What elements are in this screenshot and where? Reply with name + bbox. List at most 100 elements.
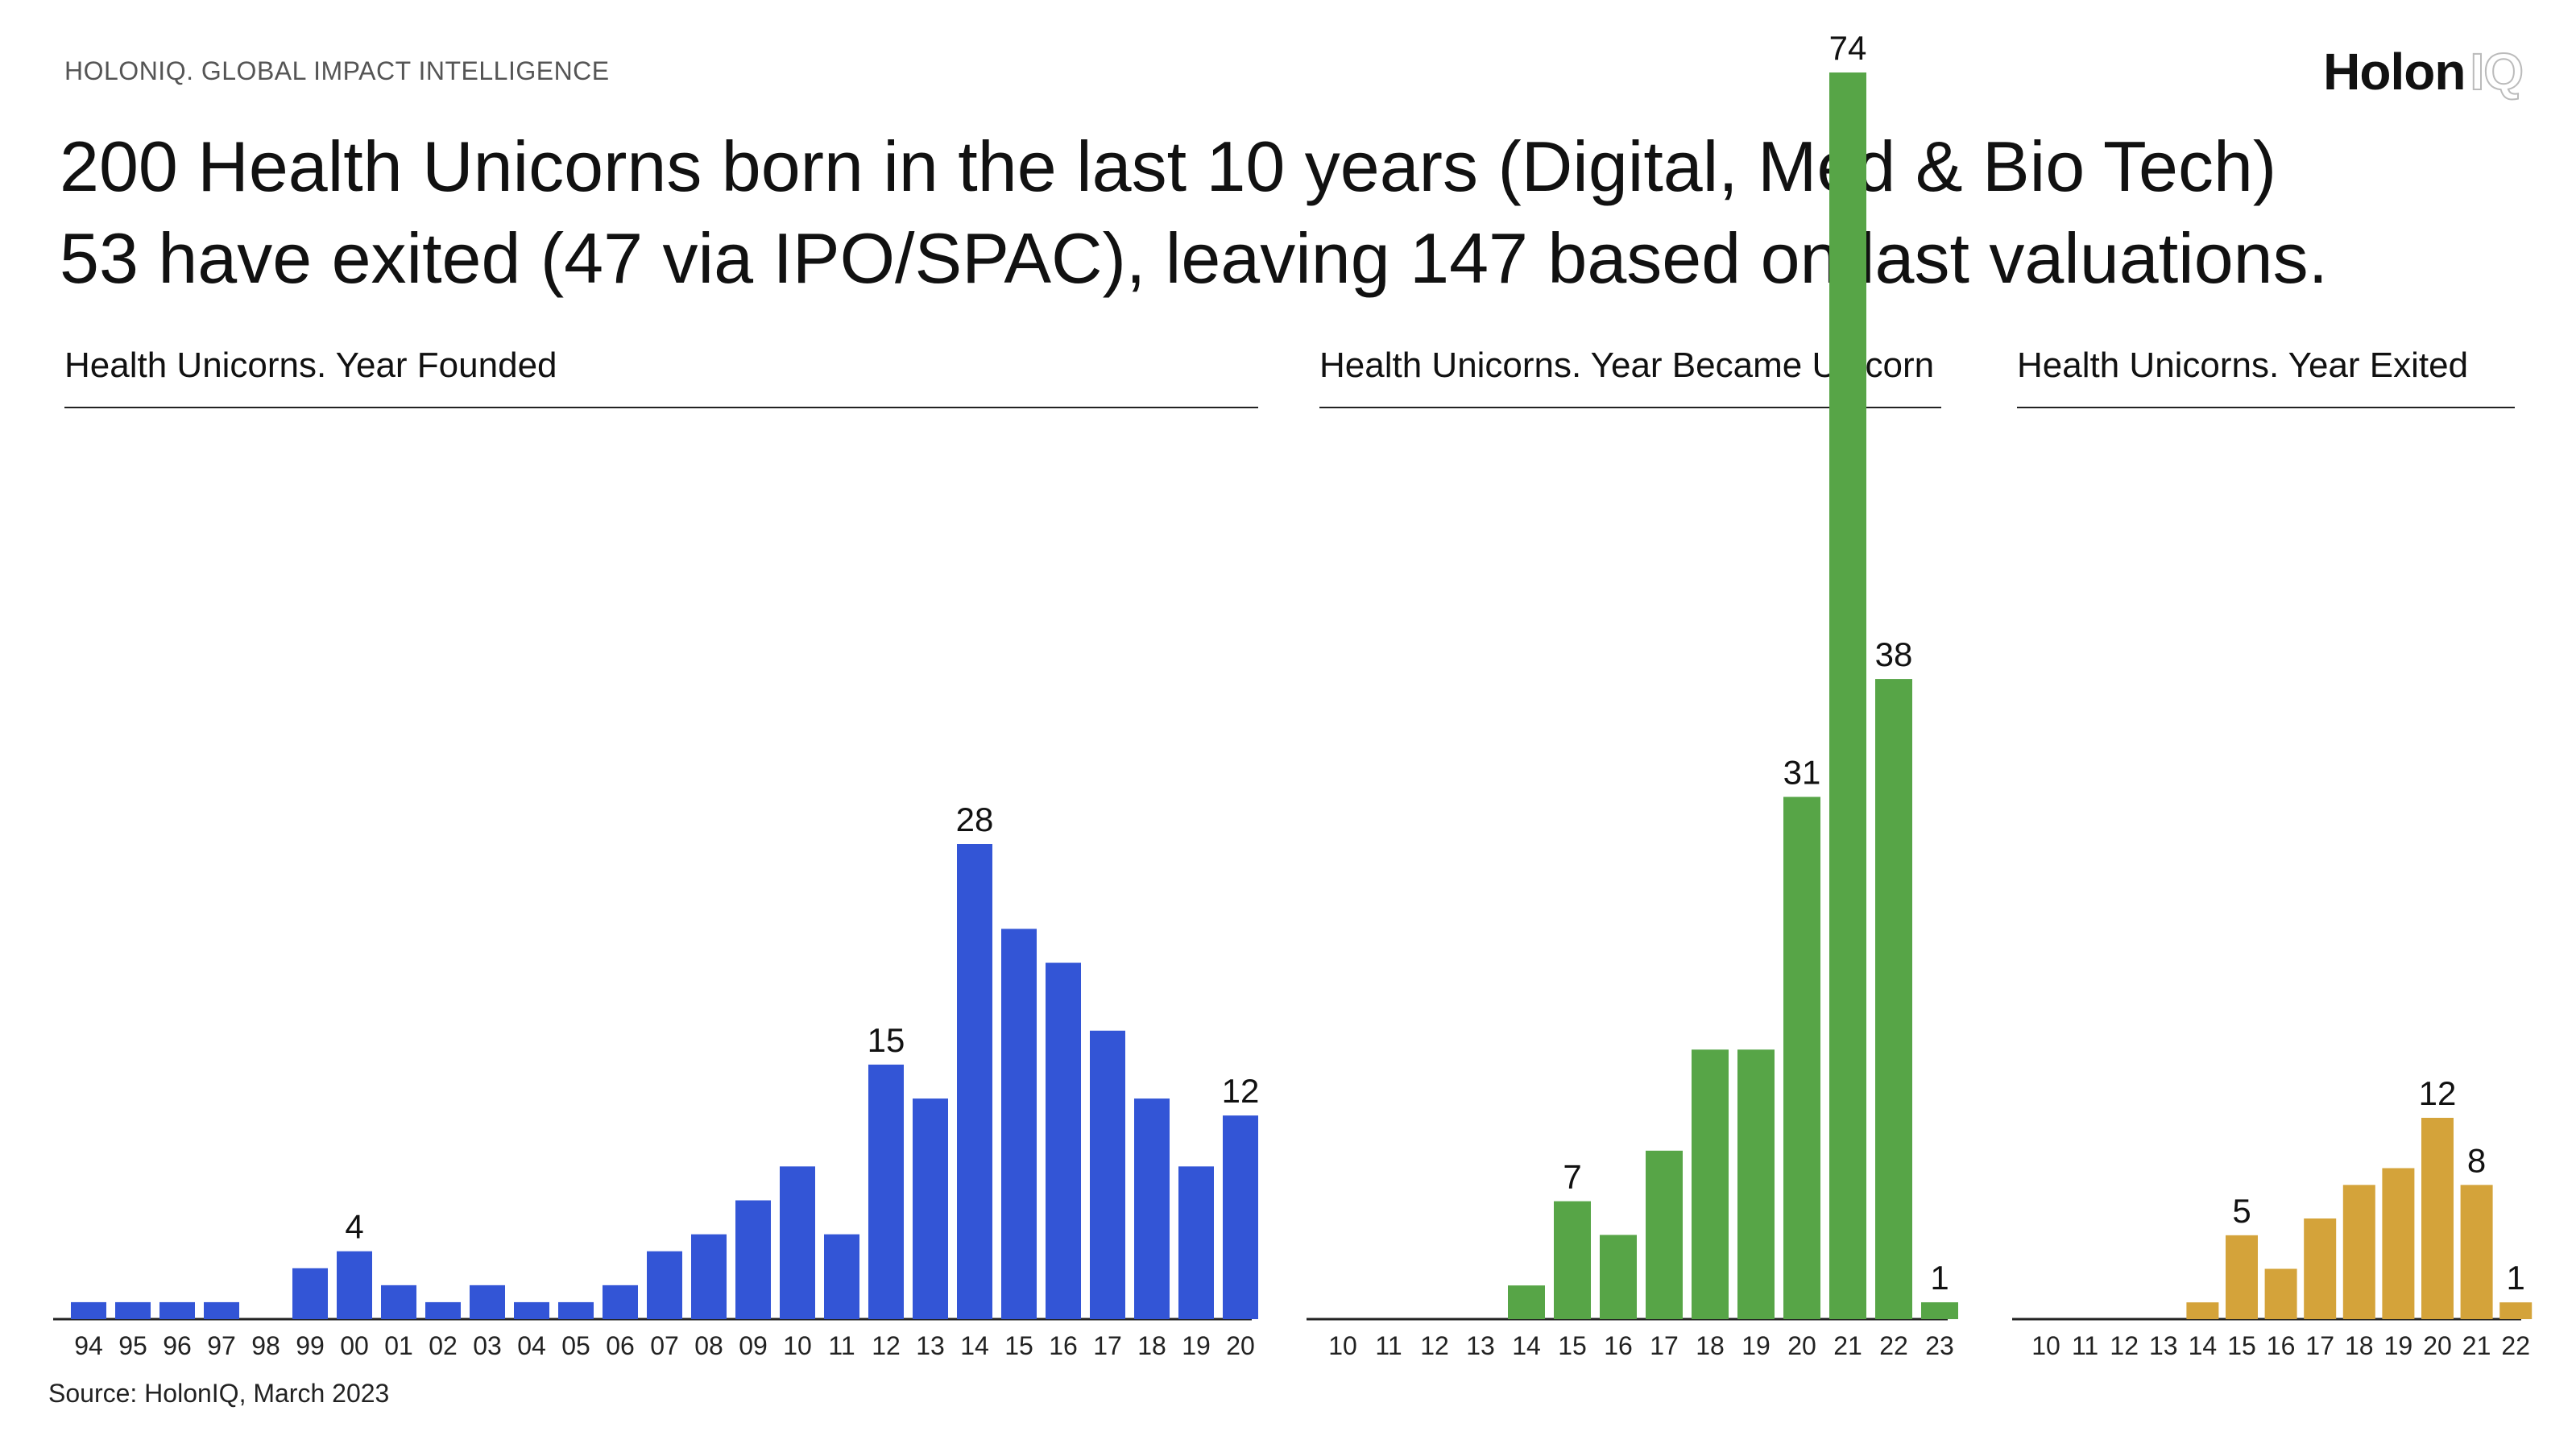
headline: 200 Health Unicorns born in the last 10 … [60, 121, 2328, 304]
chart-2-bar-16 [1600, 1235, 1637, 1319]
chart-1-tick-06: 06 [606, 1331, 635, 1360]
chart-1-tick-00: 00 [340, 1331, 369, 1360]
chart-1-title: Health Unicorns. Year Founded [64, 345, 557, 385]
chart-1-data-label-14: 28 [956, 801, 994, 838]
chart-1-tick-10: 10 [783, 1331, 812, 1360]
chart-1-tick-17: 17 [1093, 1331, 1122, 1360]
chart-1-tick-18: 18 [1137, 1331, 1166, 1360]
chart-1-tick-02: 02 [429, 1331, 458, 1360]
chart-1-bar-15 [1001, 929, 1037, 1319]
chart-2-tick-20: 20 [1787, 1331, 1816, 1360]
chart-3-bar-18 [2342, 1185, 2375, 1319]
chart-2-tick-21: 21 [1833, 1331, 1862, 1360]
chart-1-tick-04: 04 [517, 1331, 546, 1360]
chart-1-tick-94: 94 [74, 1331, 103, 1360]
chart-3-tick-11: 11 [2072, 1331, 2098, 1360]
chart-1-tick-07: 07 [650, 1331, 679, 1360]
chart-1-tick-20: 20 [1226, 1331, 1255, 1360]
chart-1-tick-95: 95 [118, 1331, 147, 1360]
chart-1-tick-08: 08 [694, 1331, 723, 1360]
chart-1-bar-04 [514, 1301, 549, 1319]
chart-2-tick-15: 15 [1558, 1331, 1587, 1360]
chart-1-tick-97: 97 [207, 1331, 236, 1360]
chart-3-title: Health Unicorns. Year Exited [2017, 345, 2468, 385]
chart-2-bar-21 [1829, 72, 1866, 1319]
chart-1-bar-94 [71, 1301, 106, 1319]
chart-1-bar-11 [824, 1234, 859, 1319]
chart-3-bar-15 [2226, 1235, 2258, 1319]
chart-3-data-label-15: 5 [2232, 1192, 2251, 1230]
chart-1-tick-15: 15 [1004, 1331, 1033, 1360]
chart-1-bar-07 [647, 1251, 682, 1319]
chart-3-tick-21: 21 [2462, 1331, 2491, 1360]
chart-1-tick-99: 99 [296, 1331, 325, 1360]
chart-1-bar-97 [204, 1301, 239, 1319]
chart-1-data-label-20: 12 [1222, 1072, 1260, 1110]
chart-3-tick-15: 15 [2227, 1331, 2256, 1360]
chart-1-bar-13 [913, 1098, 948, 1319]
chart-2-tick-13: 13 [1466, 1331, 1495, 1360]
chart-2-bar-19 [1737, 1049, 1775, 1319]
chart-2-bar-18 [1692, 1049, 1729, 1319]
chart-1-tick-05: 05 [561, 1331, 590, 1360]
chart-1-bar-16 [1046, 962, 1081, 1319]
chart-2-tick-18: 18 [1696, 1331, 1725, 1360]
chart-3-bar-17 [2304, 1218, 2337, 1319]
chart-2-tick-17: 17 [1650, 1331, 1679, 1360]
chart-3-tick-16: 16 [2267, 1331, 2296, 1360]
logo-text: Holon [2323, 43, 2466, 101]
chart-3-bar-20 [2421, 1118, 2454, 1319]
chart-1-tick-09: 09 [739, 1331, 768, 1360]
chart-3-tick-18: 18 [2345, 1331, 2374, 1360]
chart-2-tick-12: 12 [1420, 1331, 1449, 1360]
chart-3-tick-17: 17 [2305, 1331, 2334, 1360]
headline-line-1: 200 Health Unicorns born in the last 10 … [60, 126, 2277, 206]
chart-3-tick-13: 13 [2149, 1331, 2178, 1360]
chart-1-tick-12: 12 [872, 1331, 901, 1360]
chart-1-bar-00 [337, 1251, 372, 1319]
chart-1-bar-05 [558, 1301, 594, 1319]
chart-3-bar-21 [2460, 1185, 2493, 1319]
chart-1-bar-96 [159, 1301, 195, 1319]
chart-2-bar-14 [1508, 1285, 1545, 1319]
chart-1-bar-12 [868, 1064, 904, 1319]
chart-1-tick-98: 98 [251, 1331, 280, 1360]
chart-2-bar-15 [1554, 1201, 1591, 1319]
chart-1-bar-20 [1223, 1115, 1258, 1319]
chart-2-data-label-15: 7 [1563, 1158, 1581, 1196]
chart-1-bar-02 [425, 1301, 461, 1319]
chart-1-tick-11: 11 [828, 1331, 855, 1360]
chart-3-tick-12: 12 [2110, 1331, 2139, 1360]
chart-2-bar-17 [1646, 1150, 1683, 1319]
chart-1-bar-06 [603, 1285, 638, 1319]
chart-2-tick-22: 22 [1879, 1331, 1908, 1360]
chart-1-tick-01: 01 [384, 1331, 413, 1360]
chart-1-bar-17 [1090, 1030, 1125, 1319]
chart-1-bar-99 [292, 1268, 328, 1319]
chart-1-data-label-00: 4 [345, 1208, 363, 1246]
chart-2-tick-11: 11 [1375, 1331, 1402, 1360]
chart-2-tick-10: 10 [1328, 1331, 1357, 1360]
chart-2-data-label-20: 31 [1783, 754, 1821, 792]
chart-1-bar-19 [1178, 1166, 1214, 1319]
brand-kicker: HOLONIQ. GLOBAL IMPACT INTELLIGENCE [64, 56, 610, 85]
holoniq-logo: HolonIQ [2323, 42, 2524, 101]
chart-3-tick-19: 19 [2384, 1331, 2413, 1360]
chart-3-bar-16 [2264, 1268, 2297, 1319]
chart-1-tick-14: 14 [960, 1331, 989, 1360]
chart-1-bar-01 [381, 1285, 416, 1319]
chart-3-tick-10: 10 [2031, 1331, 2060, 1360]
chart-3-tick-14: 14 [2189, 1331, 2218, 1360]
chart-2-data-label-22: 38 [1875, 635, 1913, 673]
chart-3-bar-22 [2499, 1302, 2533, 1319]
chart-3-tick-22: 22 [2501, 1331, 2530, 1360]
source-note: Source: HolonIQ, March 2023 [48, 1379, 390, 1408]
chart-3-bar-19 [2382, 1168, 2415, 1319]
chart-1-tick-13: 13 [916, 1331, 945, 1360]
chart-1-bar-09 [735, 1200, 771, 1319]
chart-1-bar-10 [780, 1166, 815, 1319]
chart-2-bar-20 [1783, 796, 1820, 1319]
chart-2-data-label-23: 1 [1930, 1259, 1949, 1297]
headline-line-2: 53 have exited (47 via IPO/SPAC), leavin… [60, 218, 2329, 298]
